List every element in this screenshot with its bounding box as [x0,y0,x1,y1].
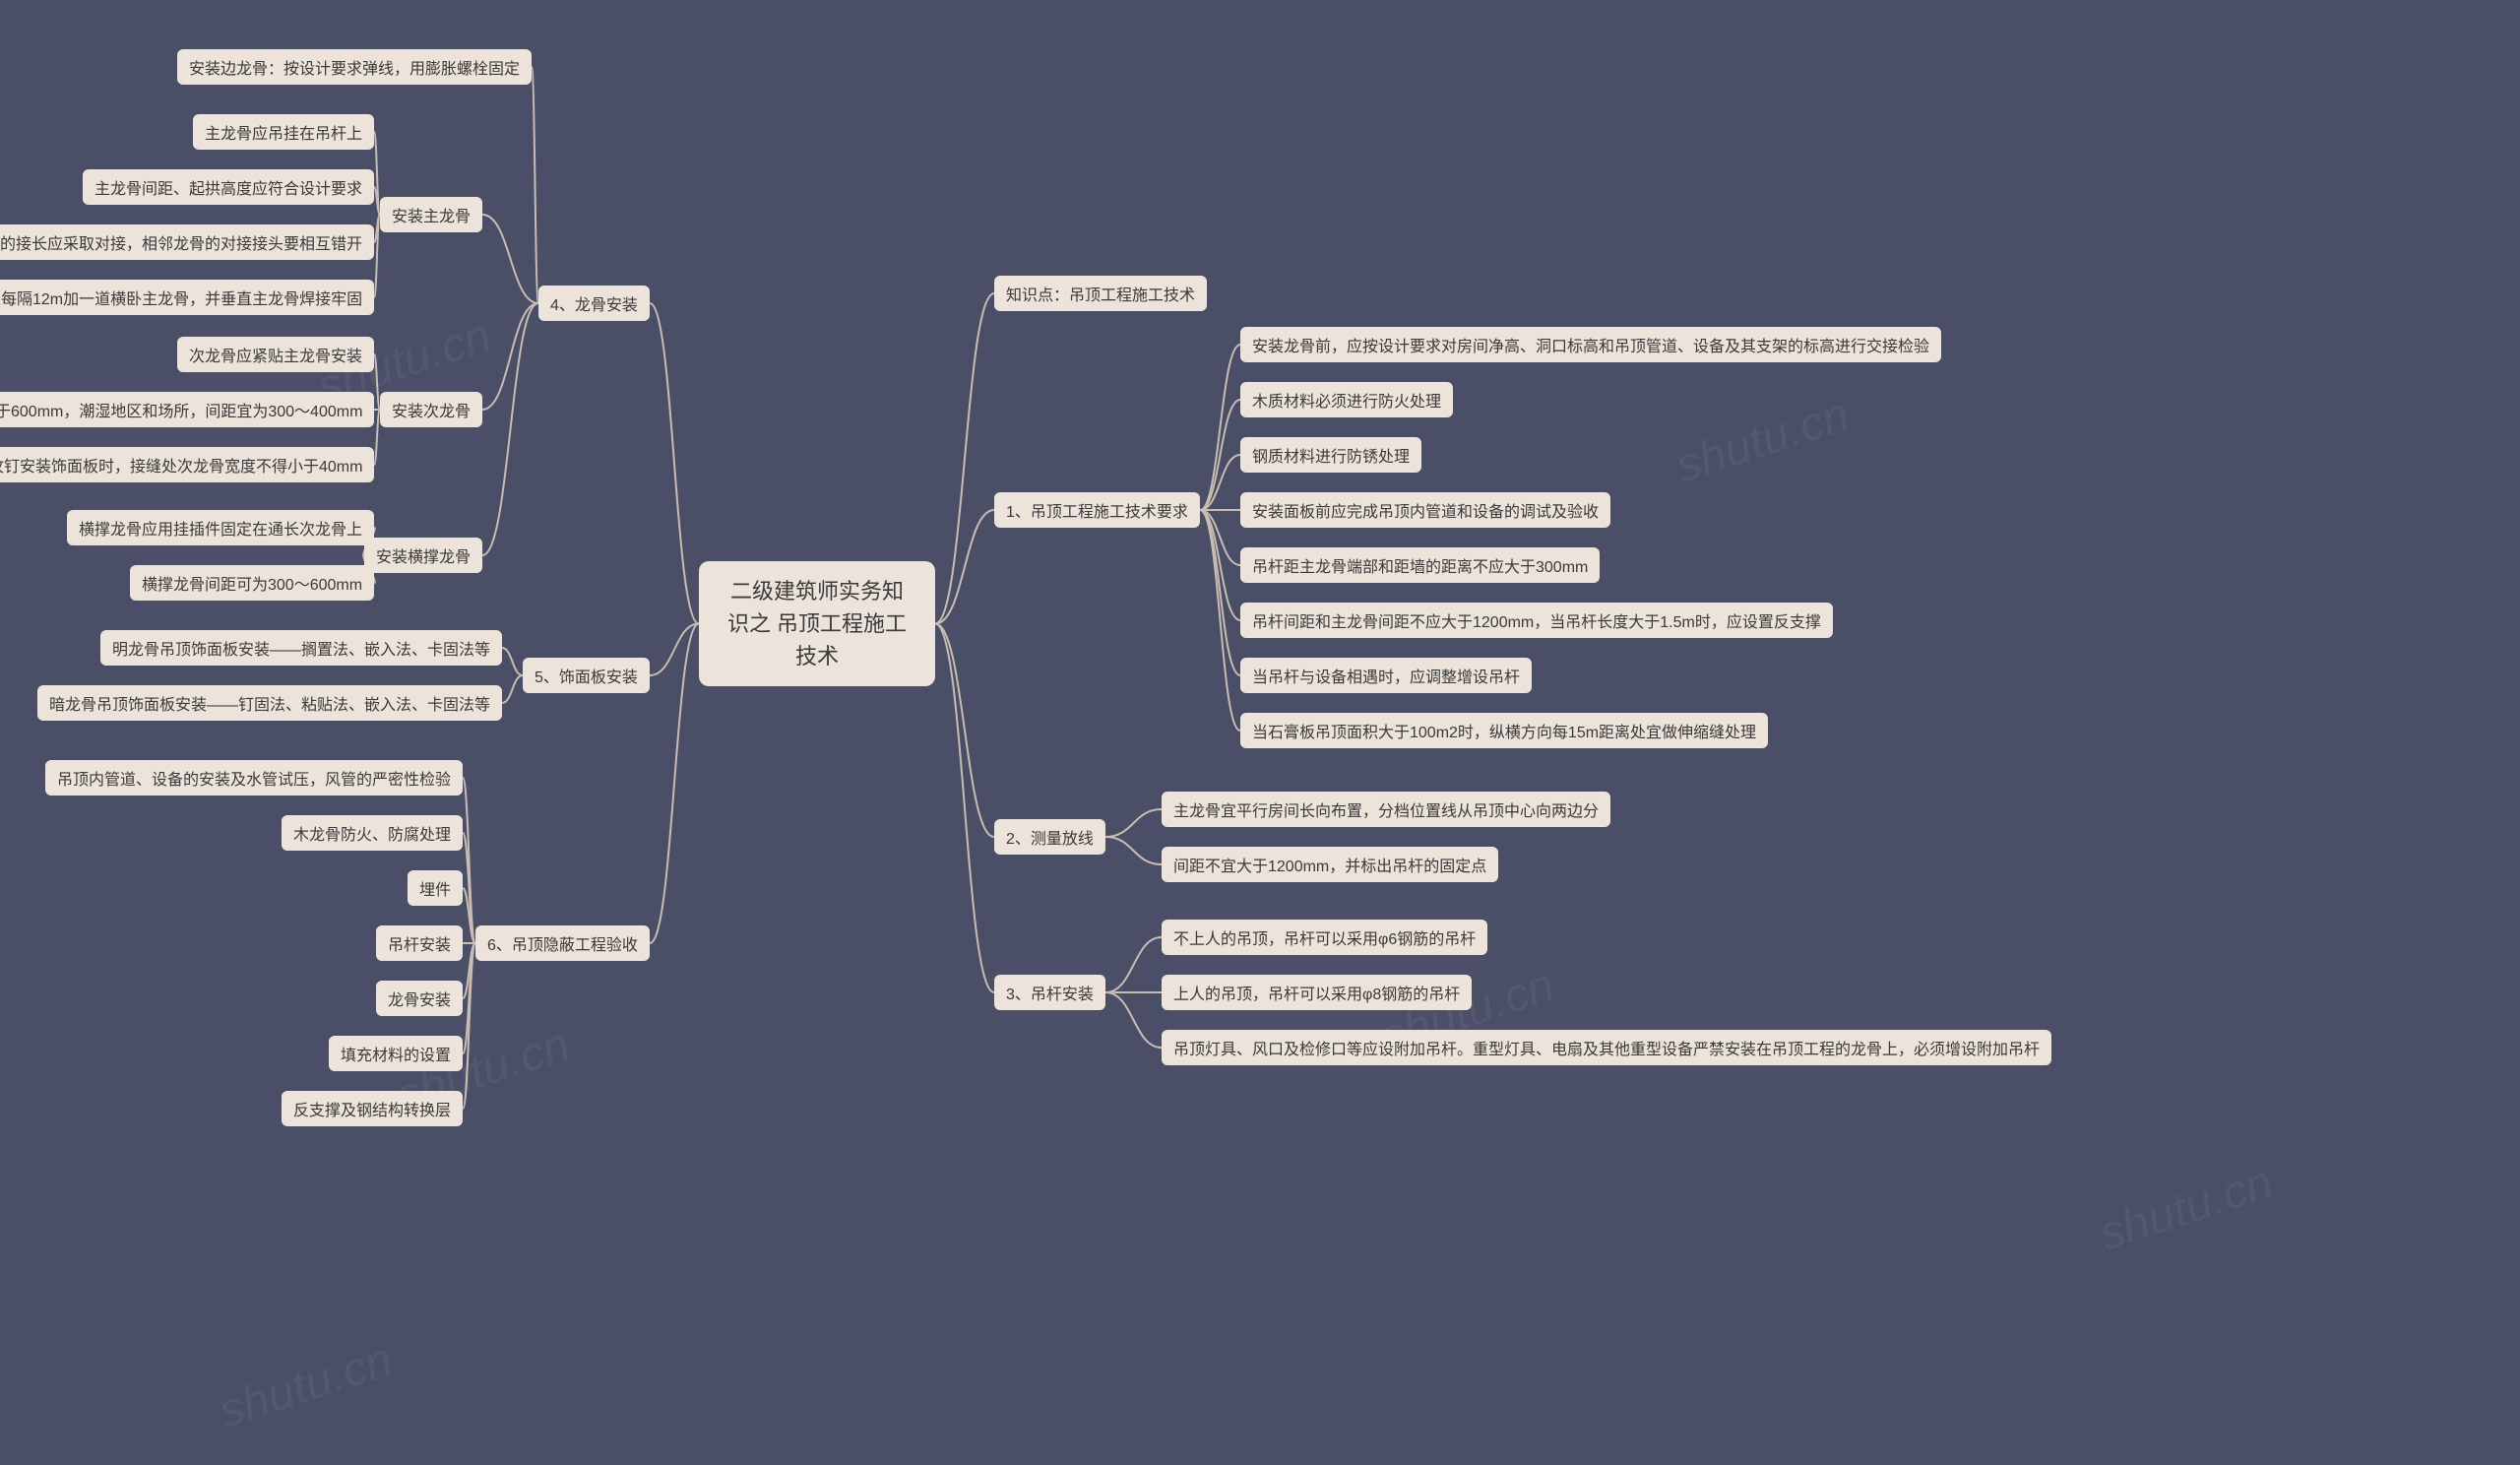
root-node: 二级建筑师实务知识之 吊顶工程施工技术 [699,561,935,686]
mindmap-node: 安装龙骨前，应按设计要求对房间净高、洞口标高和吊顶管道、设备及其支架的标高进行交… [1240,327,1941,362]
mindmap-node: 4、龙骨安装 [538,286,650,321]
mindmap-node: 上人的吊顶，吊杆可以采用φ8钢筋的吊杆 [1162,975,1472,1010]
watermark: shutu.cn [2093,1155,2280,1261]
mindmap-node: 埋件 [408,870,463,906]
mindmap-node: 5、饰面板安装 [523,658,650,693]
watermark: shutu.cn [213,1332,400,1438]
mindmap-node: 吊杆距主龙骨端部和距墙的距离不应大于300mm [1240,547,1600,583]
mindmap-node: 钢质材料进行防锈处理 [1240,437,1421,473]
mindmap-node: 木质材料必须进行防火处理 [1240,382,1453,417]
mindmap-node: 明龙骨吊顶饰面板安装——搁置法、嵌入法、卡固法等 [100,630,502,666]
mindmap-node: 间距不宜大于1200mm，并标出吊杆的固定点 [1162,847,1498,882]
mindmap-node: 横撑龙骨间距可为300～600mm [130,565,374,601]
mindmap-node: 安装面板前应完成吊顶内管道和设备的调试及验收 [1240,492,1610,528]
mindmap-node: 龙骨安装 [376,981,463,1016]
mindmap-node: 用沉头自攻钉安装饰面板时，接缝处次龙骨宽度不得小于40mm [0,447,374,482]
mindmap-node: 6、吊顶隐蔽工程验收 [475,925,650,961]
mindmap-node: 吊杆安装 [376,925,463,961]
mindmap-node: 暗龙骨吊顶饰面板安装——钉固法、粘贴法、嵌入法、卡固法等 [37,685,502,721]
mindmap-node: 当石膏板吊顶面积大于100m2时，纵横方向每15m距离处宜做伸缩缝处理 [1240,713,1768,748]
mindmap-node: 主龙骨间距、起拱高度应符合设计要求 [83,169,374,205]
mindmap-node: 当吊杆与设备相遇时，应调整增设吊杆 [1240,658,1532,693]
mindmap-node: 横撑龙骨应用挂插件固定在通长次龙骨上 [67,510,374,545]
mindmap-node: 安装次龙骨 [380,392,482,427]
mindmap-node: 吊杆间距和主龙骨间距不应大于1200mm，当吊杆长度大于1.5m时，应设置反支撑 [1240,603,1833,638]
mindmap-node: 2、测量放线 [994,819,1105,855]
mindmap-node: 主龙骨应吊挂在吊杆上 [193,114,374,150]
mindmap-node: 主龙骨宜平行房间长向布置，分档位置线从吊顶中心向两边分 [1162,792,1610,827]
mindmap-node: 填充材料的设置 [329,1036,463,1071]
mindmap-node: 吊顶灯具、风口及检修口等应设附加吊杆。重型灯具、电扇及其他重型设备严禁安装在吊顶… [1162,1030,2051,1065]
mindmap-node: 安装边龙骨：按设计要求弹线，用膨胀螺栓固定 [177,49,532,85]
mindmap-node: 木龙骨防火、防腐处理 [282,815,463,851]
mindmap-node: 1、吊顶工程施工技术要求 [994,492,1200,528]
mindmap-node: 反支撑及钢结构转换层 [282,1091,463,1126]
mindmap-node: 固定板材的次龙骨间距不得大于600mm，潮湿地区和场所，间距宜为300～400m… [0,392,374,427]
mindmap-node: 吊顶内管道、设备的安装及水管试压，风管的严密性检验 [45,760,463,796]
watermark: shutu.cn [1670,387,1857,493]
mindmap-node: 安装横撑龙骨 [364,538,482,573]
mindmap-canvas: shutu.cnshutu.cnshutu.cnshutu.cnshutu.cn… [0,0,2520,1465]
mindmap-node: 3、吊杆安装 [994,975,1105,1010]
mindmap-node: 安装主龙骨 [380,197,482,232]
mindmap-node: 不上人的吊顶，吊杆可以采用φ6钢筋的吊杆 [1162,920,1487,955]
mindmap-node: 对于大面积的吊顶，在主龙骨上每隔12m加一道横卧主龙骨，并垂直主龙骨焊接牢固 [0,280,374,315]
mindmap-node: 次龙骨应紧贴主龙骨安装 [177,337,374,372]
mindmap-node: 知识点：吊顶工程施工技术 [994,276,1207,311]
mindmap-node: 主龙骨的接长应采取对接，相邻龙骨的对接接头要相互错开 [0,224,374,260]
